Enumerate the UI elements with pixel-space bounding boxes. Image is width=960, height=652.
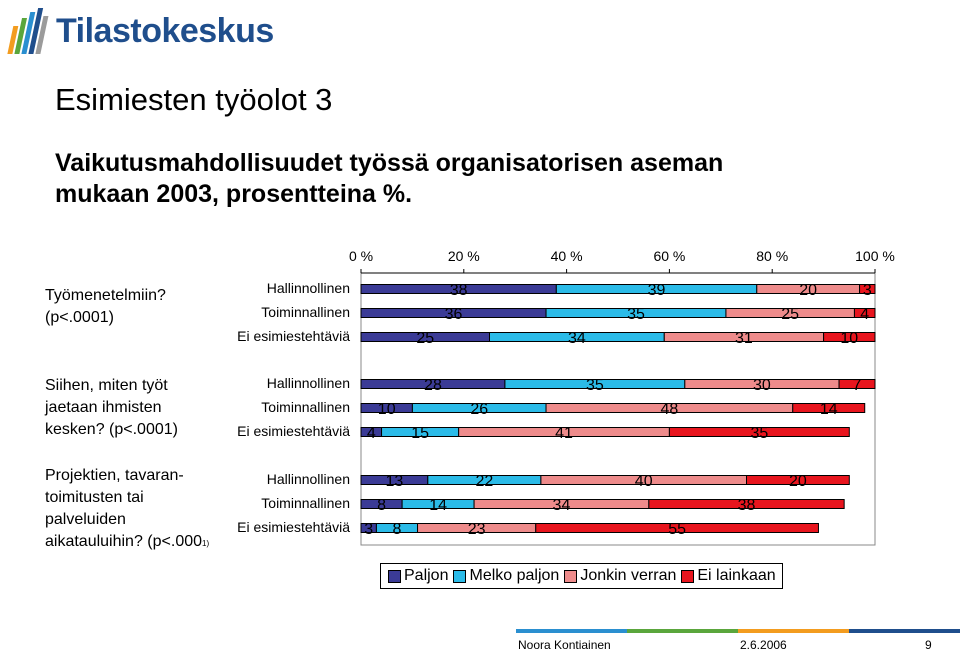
chart-subtitle: Vaikutusmahdollisuudet työssä organisato… [55,149,724,208]
footer-color-stripe [516,629,960,633]
data-label: 39 [648,282,666,299]
data-label: 31 [735,330,753,347]
data-label: 20 [789,473,807,490]
x-tick-label: 20 % [448,248,480,264]
data-label: 14 [429,497,447,514]
data-label: 7 [853,377,862,394]
data-label: 3 [863,282,872,299]
data-label: 10 [840,330,858,347]
bar-segment [792,403,866,413]
page-title: Esimiesten työolot 3 [55,82,333,117]
legend-label: Melko paljon [469,567,560,584]
row-label: Hallinnollinen [266,280,350,296]
data-label: 8 [393,521,402,538]
data-label: 35 [586,377,604,394]
tilastokeskus-logo: Tilastokeskus [6,4,274,56]
legend-item: Ei lainkaan [678,567,776,585]
bar-segment [746,475,850,485]
group-label-line: Projektien, tavaran- [45,467,184,484]
legend-swatch [388,569,401,583]
legend-swatch [681,569,695,583]
group-label-line: palveluiden [45,511,126,528]
bar-segment [838,379,876,389]
footer-date: 2.6.2006 [740,638,787,652]
data-label: 41 [555,425,573,442]
group-label: Projektien, tavaran-toimitusten tai palve… [45,465,230,555]
data-label: 4 [860,306,869,323]
data-label: 23 [468,521,486,538]
chart-legend: Paljon Melko paljon Jonkin verran Ei lainka… [380,563,783,589]
legend-item: Jonkin verran [561,567,676,585]
logo-bars-icon [7,8,49,54]
x-tick-label: 60 % [653,248,685,264]
bar-segment [668,427,850,437]
bar-segment [859,284,876,294]
bar-segment [823,332,876,342]
data-label: 28 [424,377,442,394]
data-label: 25 [781,306,799,323]
data-label: 35 [627,306,645,323]
data-label: 25 [416,330,434,347]
row-label: Hallinnollinen [266,375,350,391]
legend-item: Paljon [385,567,448,585]
legend-label: Ei lainkaan [697,567,776,584]
data-label: 48 [661,401,679,418]
data-label: 22 [475,473,493,490]
legend-swatch [564,569,578,583]
x-tick-label: 0 % [349,248,373,264]
data-label: 3 [364,521,373,538]
data-label: 35 [750,425,768,442]
footer-author: Noora Kontiainen [518,638,611,652]
data-label: 26 [470,401,488,418]
data-label: 38 [738,497,756,514]
data-label: 4 [367,425,376,442]
group-label-suffix: 1) [202,539,210,548]
data-label: 15 [411,425,429,442]
row-label: Toiminnallinen [261,399,350,415]
legend-item: Melko paljon [450,567,559,585]
group-label-line: aikatauluihin? (p<.0001) [45,533,210,550]
bar-segment [648,499,845,509]
bar-segment [535,523,819,533]
logo-text: Tilastokeskus [56,12,274,50]
x-tick-label: 80 % [756,248,788,264]
legend-label: Paljon [404,567,449,584]
bar-segment [853,308,876,318]
data-label: 14 [820,401,838,418]
data-label: 36 [445,306,463,323]
row-label: Toiminnallinen [261,495,350,511]
data-label: 34 [568,330,586,347]
data-label: 38 [450,282,468,299]
x-tick-label: 100 % [855,248,895,264]
data-label: 8 [377,497,386,514]
data-label: 10 [378,401,396,418]
legend-label: Jonkin verran [580,567,677,584]
row-label: Ei esimiestehtäviä [237,328,350,344]
data-label: 30 [753,377,771,394]
row-label: Toiminnallinen [261,304,350,320]
group-label: Työmenetelmiin? (p<.0001) [45,287,166,326]
data-label: 55 [668,521,686,538]
group-label: Siihen, miten työt jaetaan ihmisten kesk… [45,377,178,438]
row-label: Hallinnollinen [266,471,350,487]
data-label: 20 [799,282,817,299]
data-label: 13 [386,473,404,490]
legend-swatch [453,569,467,583]
group-label-line: toimitusten tai [45,489,144,506]
x-tick-label: 40 % [551,248,583,264]
row-label: Ei esimiestehtäviä [237,519,350,535]
footer-page-number: 9 [925,638,932,652]
data-label: 34 [553,497,571,514]
row-label: Ei esimiestehtäviä [237,423,350,439]
data-label: 40 [635,473,653,490]
